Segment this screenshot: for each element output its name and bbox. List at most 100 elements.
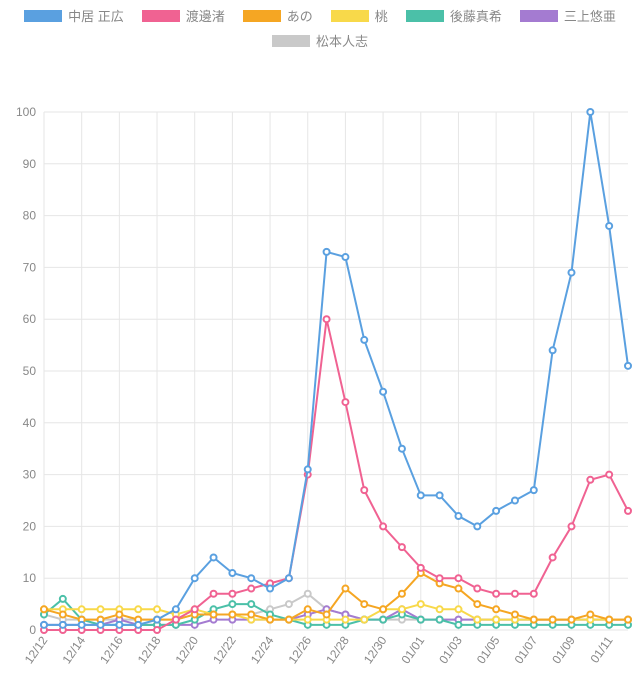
legend-item[interactable]: 中居 正広 (24, 6, 124, 25)
legend-label: 中居 正広 (68, 6, 124, 25)
series-marker (305, 466, 311, 472)
series-marker (41, 622, 47, 628)
series-marker (606, 617, 612, 623)
series-marker (173, 617, 179, 623)
series-marker (79, 606, 85, 612)
series-marker (455, 513, 461, 519)
series-marker (154, 627, 160, 633)
series-marker (248, 611, 254, 617)
series-marker (229, 570, 235, 576)
series-marker (98, 606, 104, 612)
legend-swatch (331, 10, 369, 22)
series-marker (437, 617, 443, 623)
series-marker (474, 523, 480, 529)
series-marker (455, 622, 461, 628)
series-marker (493, 606, 499, 612)
legend-item[interactable]: 桃 (331, 6, 388, 25)
series-marker (512, 591, 518, 597)
series-marker (60, 611, 66, 617)
series-marker (324, 611, 330, 617)
series-marker (211, 591, 217, 597)
legend-swatch (243, 10, 281, 22)
svg-text:70: 70 (23, 260, 37, 274)
series-marker (135, 606, 141, 612)
series-marker (211, 554, 217, 560)
series-marker (229, 601, 235, 607)
svg-text:20: 20 (23, 519, 37, 533)
series-marker (342, 254, 348, 260)
legend-item[interactable]: 三上悠亜 (520, 6, 616, 25)
series-marker (550, 347, 556, 353)
series-marker (606, 472, 612, 478)
series-marker (550, 554, 556, 560)
legend-swatch (406, 10, 444, 22)
legend-item[interactable]: 後藤真希 (406, 6, 502, 25)
series-marker (380, 389, 386, 395)
svg-text:90: 90 (23, 157, 37, 171)
series-marker (229, 591, 235, 597)
series-marker (173, 606, 179, 612)
series-marker (324, 316, 330, 322)
series-marker (512, 611, 518, 617)
series-marker (606, 223, 612, 229)
legend-label: 渡邊渚 (186, 6, 225, 25)
series-marker (192, 606, 198, 612)
series-marker (568, 270, 574, 276)
series-marker (380, 617, 386, 623)
svg-text:100: 100 (16, 105, 36, 119)
series-marker (286, 617, 292, 623)
series-marker (455, 586, 461, 592)
series-marker (342, 399, 348, 405)
series-marker (399, 591, 405, 597)
series-marker (192, 575, 198, 581)
series-marker (286, 601, 292, 607)
legend-swatch (142, 10, 180, 22)
series-marker (305, 617, 311, 623)
series-marker (587, 109, 593, 115)
series-marker (531, 591, 537, 597)
series-marker (229, 611, 235, 617)
series-marker (342, 586, 348, 592)
legend-item[interactable]: 渡邊渚 (142, 6, 225, 25)
series-marker (418, 617, 424, 623)
series-marker (267, 617, 273, 623)
series-marker (399, 606, 405, 612)
legend-label: あの (287, 6, 313, 25)
series-marker (305, 591, 311, 597)
series-marker (568, 617, 574, 623)
series-marker (248, 575, 254, 581)
series-marker (455, 575, 461, 581)
series-marker (531, 487, 537, 493)
series-marker (474, 617, 480, 623)
series-marker (361, 487, 367, 493)
series-marker (531, 617, 537, 623)
series-marker (474, 586, 480, 592)
svg-text:80: 80 (23, 209, 37, 223)
legend-item[interactable]: 松本人志 (272, 31, 368, 50)
series-marker (116, 611, 122, 617)
series-marker (625, 508, 631, 514)
series-marker (154, 617, 160, 623)
legend-swatch (520, 10, 558, 22)
series-marker (305, 606, 311, 612)
series-marker (342, 617, 348, 623)
svg-text:10: 10 (23, 571, 37, 585)
series-marker (568, 523, 574, 529)
series-marker (361, 617, 367, 623)
series-marker (380, 523, 386, 529)
series-marker (418, 565, 424, 571)
series-marker (116, 622, 122, 628)
series-marker (361, 337, 367, 343)
series-marker (455, 606, 461, 612)
series-marker (324, 249, 330, 255)
legend-swatch (24, 10, 62, 22)
series-marker (587, 477, 593, 483)
series-marker (154, 606, 160, 612)
series-marker (248, 601, 254, 607)
series-marker (79, 622, 85, 628)
series-marker (587, 611, 593, 617)
series-marker (60, 622, 66, 628)
legend-item[interactable]: あの (243, 6, 313, 25)
series-marker (625, 617, 631, 623)
series-marker (512, 498, 518, 504)
